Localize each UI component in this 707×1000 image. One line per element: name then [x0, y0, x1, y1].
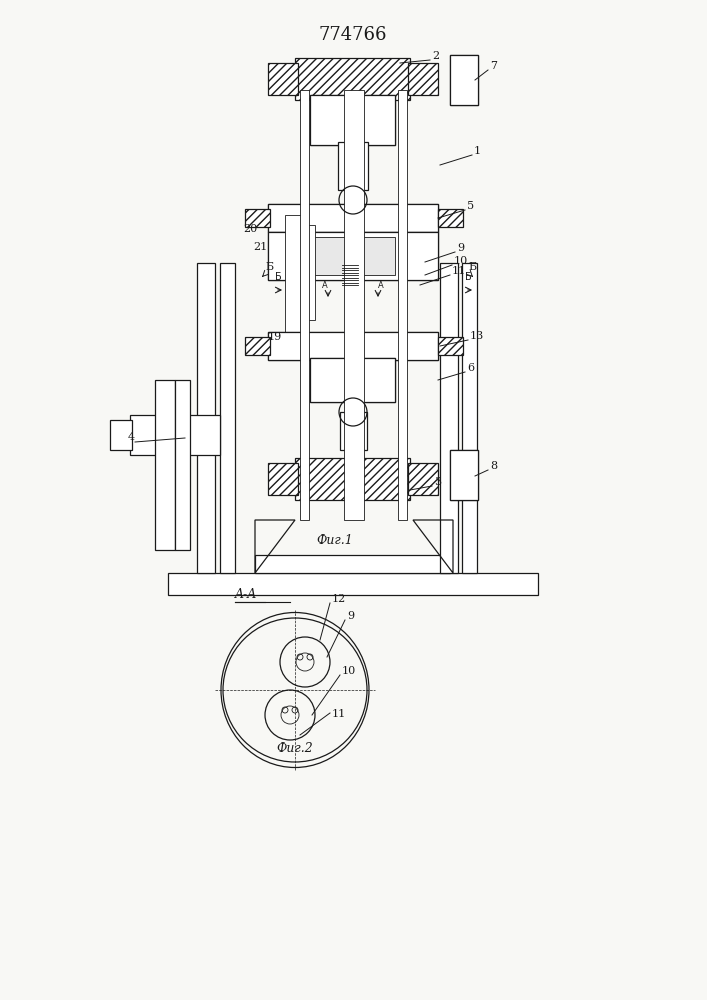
Text: A: A [322, 281, 328, 290]
Text: 10: 10 [454, 256, 468, 266]
Text: Б: Б [274, 272, 281, 282]
Bar [440, 263, 458, 573]
Bar [268, 232, 438, 280]
Bar [450, 450, 478, 500]
Bar [438, 337, 463, 355]
Bar [295, 58, 410, 100]
Bar [310, 237, 395, 275]
Bar [268, 463, 298, 495]
Text: 2: 2 [432, 51, 439, 61]
Text: 9: 9 [457, 243, 464, 253]
Text: 1: 1 [474, 146, 481, 156]
Text: 8: 8 [490, 461, 497, 471]
Bar [245, 209, 270, 227]
Text: Фиг.2: Фиг.2 [276, 742, 313, 755]
Text: Б: Б [265, 262, 273, 272]
Bar [408, 463, 438, 495]
Bar [268, 232, 438, 280]
Bar [155, 380, 175, 550]
Text: 11: 11 [332, 709, 346, 719]
Bar [338, 142, 368, 190]
Bar [268, 204, 438, 232]
Bar [310, 358, 395, 402]
Bar [408, 63, 438, 95]
Text: 19: 19 [268, 332, 282, 342]
Bar [245, 337, 270, 355]
Text: 12: 12 [332, 594, 346, 604]
Bar [450, 55, 478, 105]
Text: 9: 9 [347, 611, 354, 621]
Bar [220, 263, 235, 573]
Bar [268, 63, 298, 95]
Text: 11: 11 [452, 266, 466, 276]
Text: Б: Б [464, 272, 472, 282]
Bar [344, 90, 364, 520]
Bar [285, 215, 303, 335]
Bar [295, 458, 410, 500]
Bar [268, 332, 438, 360]
Bar [450, 55, 478, 105]
Text: 4: 4 [128, 432, 135, 442]
Bar [310, 95, 395, 145]
Bar [398, 90, 407, 520]
Text: 13: 13 [470, 331, 484, 341]
Text: Фиг.1: Фиг.1 [317, 534, 354, 547]
Bar [130, 415, 220, 455]
Bar [110, 420, 132, 450]
Bar [305, 225, 315, 320]
Bar [450, 450, 478, 500]
Text: 10: 10 [342, 666, 356, 676]
Bar [268, 204, 438, 232]
Bar [438, 209, 463, 227]
Text: A-A: A-A [235, 588, 257, 601]
Text: 21: 21 [253, 242, 267, 252]
Text: 5: 5 [467, 201, 474, 211]
Text: 20: 20 [243, 224, 257, 234]
Text: 774766: 774766 [319, 26, 387, 44]
Bar [175, 380, 190, 550]
Text: Б: Б [468, 262, 476, 272]
Bar [310, 358, 395, 402]
Bar [255, 555, 450, 573]
Bar [268, 332, 438, 360]
Text: A: A [378, 281, 384, 290]
Bar [340, 412, 367, 450]
Text: 3: 3 [434, 477, 441, 487]
Text: 6: 6 [467, 363, 474, 373]
Bar [462, 263, 477, 573]
Text: 7: 7 [490, 61, 497, 71]
Bar [300, 90, 309, 520]
Bar [310, 95, 395, 145]
Bar [197, 263, 215, 573]
Bar [168, 573, 538, 595]
